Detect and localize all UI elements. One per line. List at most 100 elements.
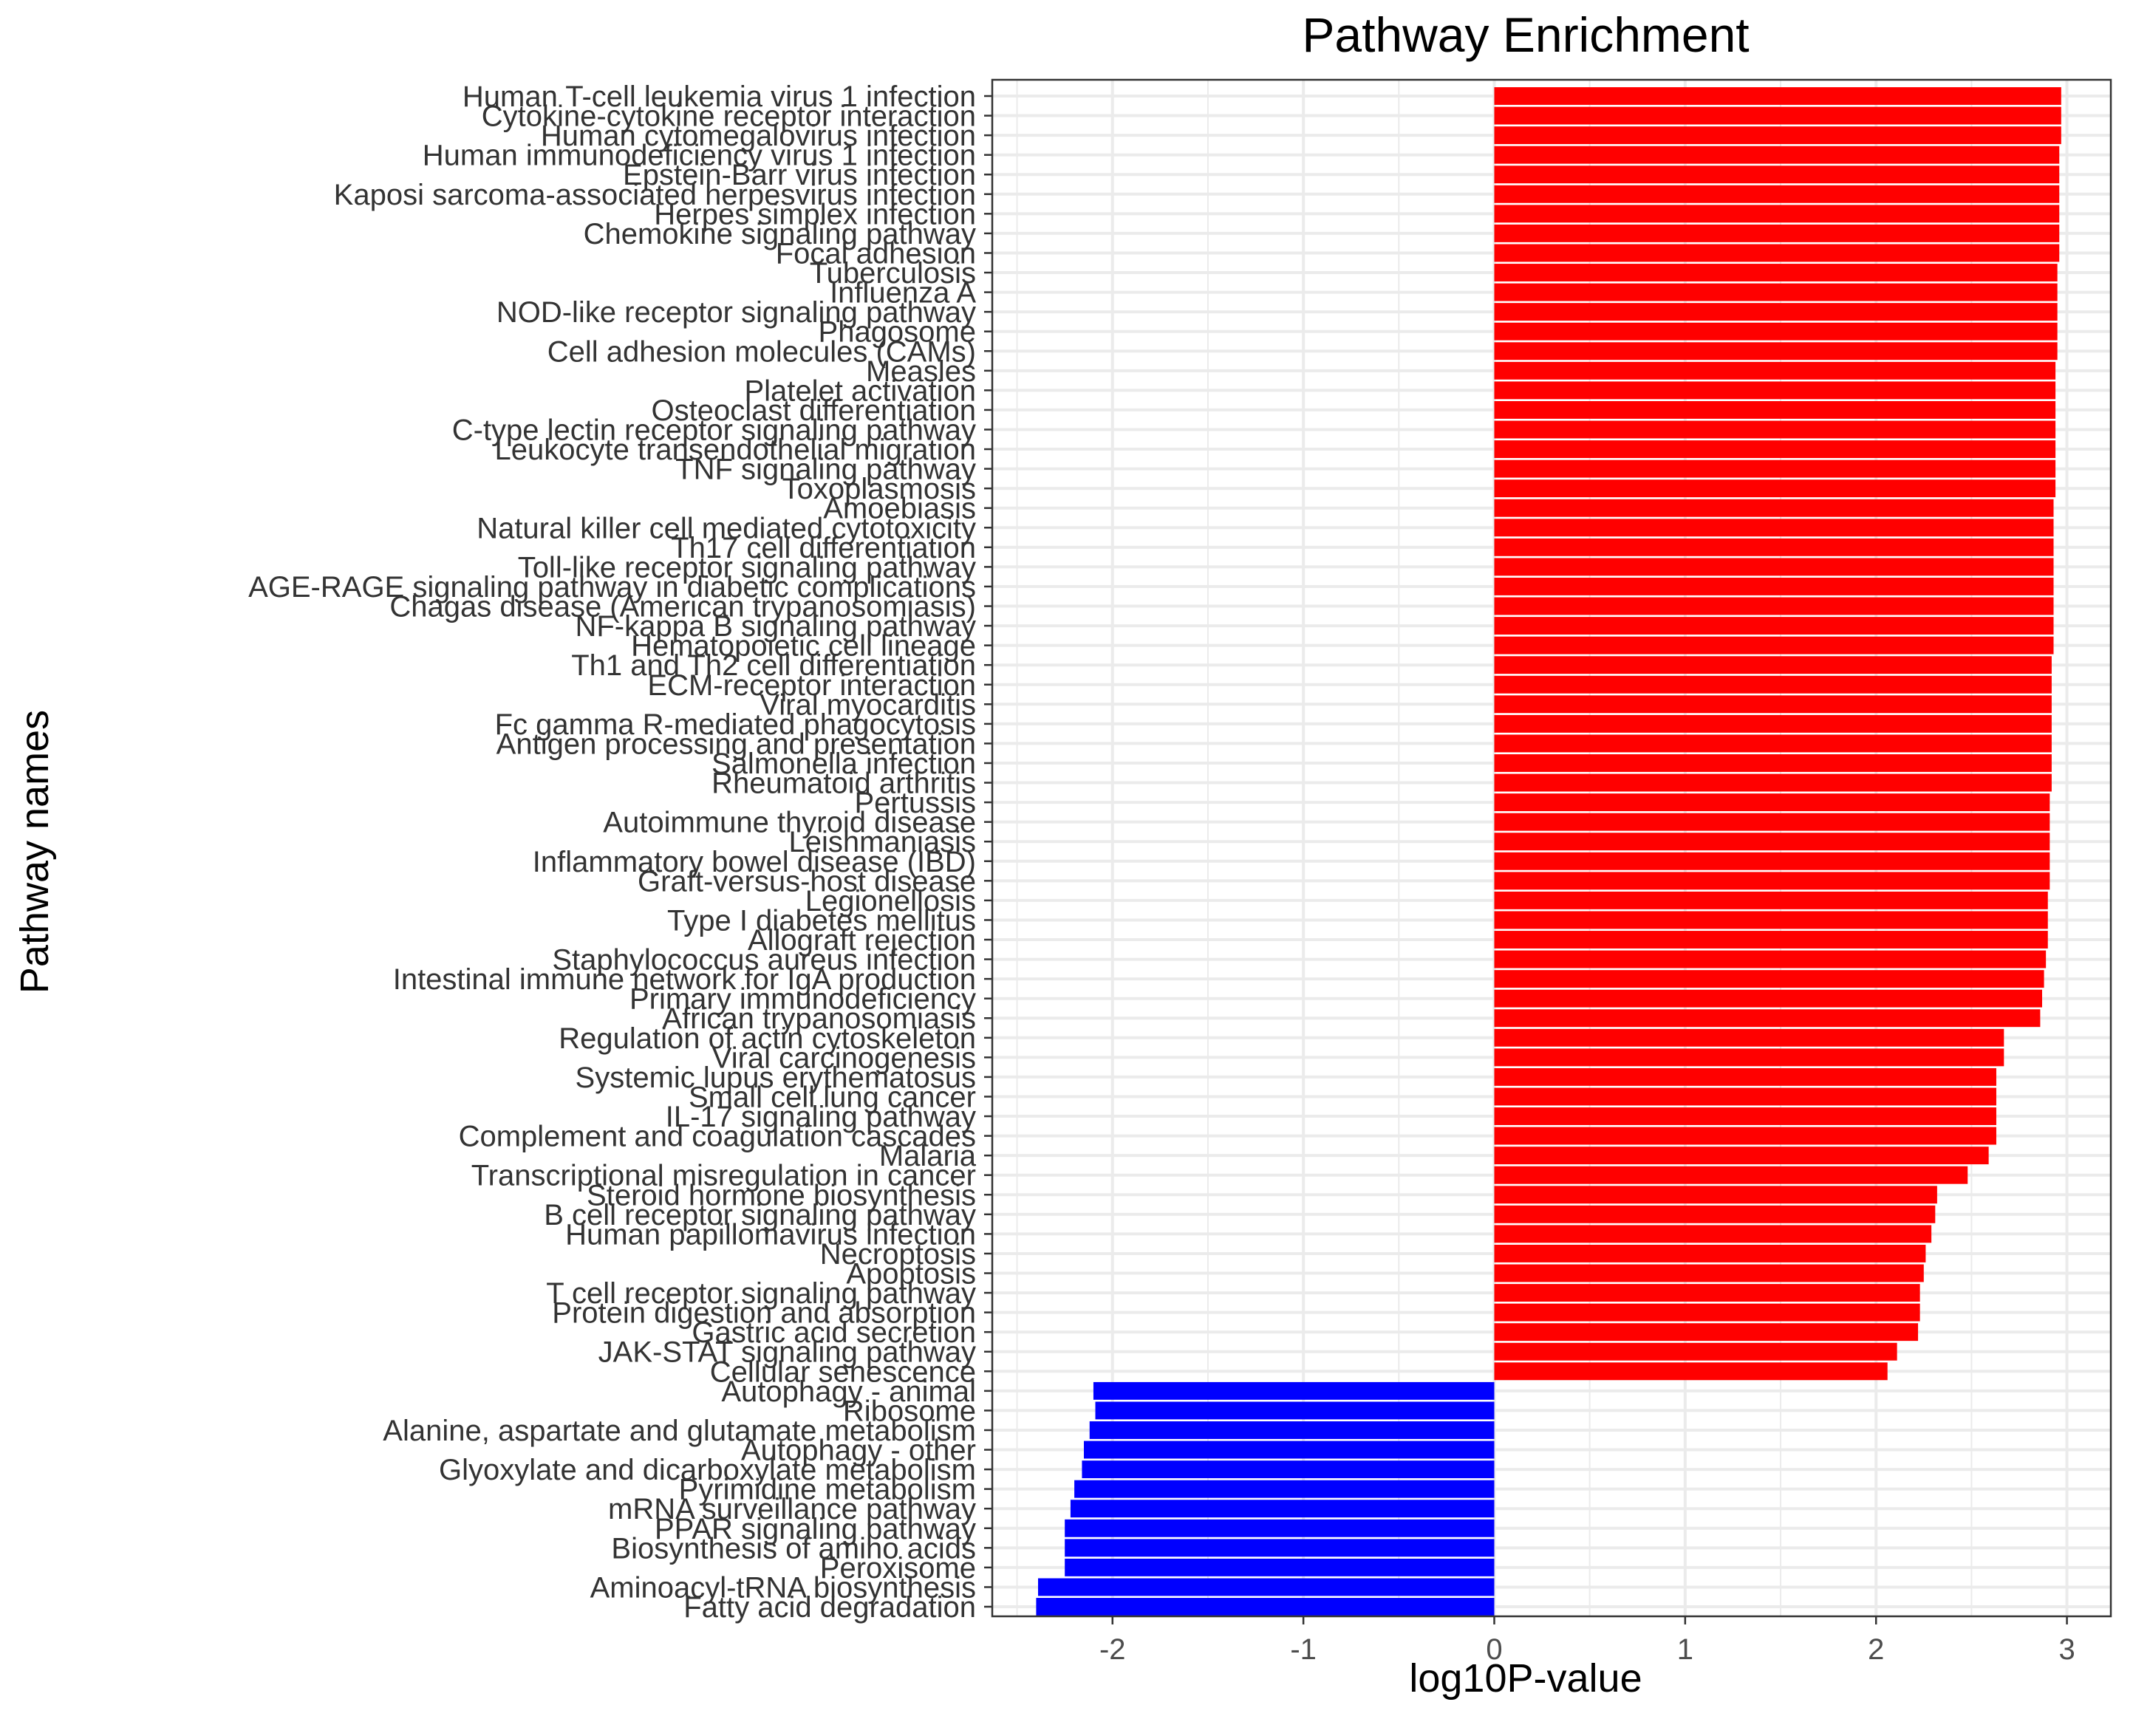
y-tick-label: TNF signaling pathway <box>675 454 976 486</box>
bar <box>1494 1048 2004 1067</box>
y-tick-label: Peroxisome <box>820 1552 976 1585</box>
y-tick-label: Amoebiasis <box>823 493 976 525</box>
bar <box>1494 1362 1888 1381</box>
bar <box>1494 342 2058 360</box>
bar <box>1494 578 2054 595</box>
bar <box>1038 1578 1495 1596</box>
bar <box>1494 773 2052 792</box>
y-tick-label: Protein digestion and absorption <box>552 1297 976 1330</box>
y-tick-label: Fc gamma R-mediated phagocytosis <box>495 708 976 741</box>
y-tick-label: Toxoplasmosis <box>782 473 976 505</box>
y-tick-label: Intestinal immune network for IgA produc… <box>393 963 976 996</box>
bar <box>1494 636 2054 655</box>
y-tick-label: Platelet activation <box>744 375 976 407</box>
bar <box>1036 1598 1495 1616</box>
y-tick-label: Antigen processing and presentation <box>496 728 976 760</box>
bar <box>1065 1558 1495 1576</box>
bar <box>1494 165 2060 184</box>
bar <box>1494 1225 1932 1243</box>
y-tick-label: Phagosome <box>819 316 976 349</box>
y-tick-label: Influenza A <box>830 277 976 310</box>
y-tick-label: Human papillomavirus infection <box>565 1218 976 1251</box>
bar <box>1494 244 2060 262</box>
bar <box>1494 400 2056 419</box>
bar <box>1494 695 2052 714</box>
bar <box>1494 499 2054 517</box>
y-tick-label: Transcriptional misregulation in cancer <box>471 1160 976 1192</box>
bar <box>1494 420 2056 439</box>
bar <box>1494 931 2048 949</box>
y-tick-label: B cell receptor signaling pathway <box>544 1199 976 1231</box>
y-tick-label: Alanine, aspartate and glutamate metabol… <box>383 1415 976 1447</box>
y-tick-label: Osteoclast differentiation <box>651 394 976 427</box>
bar <box>1494 126 2061 145</box>
bar <box>1494 1028 2004 1047</box>
y-tick-label: Natural killer cell mediated cytotoxicit… <box>477 512 976 544</box>
bar <box>1494 146 2060 164</box>
y-tick-label: Regulation of actin cytoskeleton <box>559 1022 976 1055</box>
y-tick-label: Viral carcinogenesis <box>712 1042 976 1074</box>
y-tick-label: JAK-STAT signaling pathway <box>598 1336 976 1369</box>
y-tick-label: Graft-versus-host disease <box>638 865 976 898</box>
y-tick-label: Human cytomegalovirus infection <box>541 120 976 152</box>
bar <box>1082 1460 1495 1479</box>
bar <box>1494 714 2052 733</box>
bar <box>1494 597 2054 615</box>
chart-title: Pathway Enrichment <box>1302 7 1749 62</box>
bar <box>1494 1342 1897 1361</box>
bar <box>1494 675 2052 694</box>
y-tick-label: Pertussis <box>855 787 977 819</box>
x-tick-label: 1 <box>1677 1633 1693 1666</box>
y-tick-label: Aminoacyl-tRNA biosynthesis <box>590 1571 976 1604</box>
bar <box>1070 1500 1495 1518</box>
y-tick-label: Focal adhesion <box>776 237 976 270</box>
bar <box>1494 1127 1996 1145</box>
y-tick-label: Legionellosis <box>805 885 976 917</box>
bar <box>1494 479 2056 498</box>
y-tick-label: Apoptosis <box>846 1258 976 1291</box>
y-tick-label: Systemic lupus erythematosus <box>576 1062 976 1094</box>
bar <box>1494 87 2061 105</box>
y-tick-label: Autophagy - animal <box>721 1376 976 1408</box>
bar <box>1093 1381 1495 1400</box>
x-tick-label: 0 <box>1486 1633 1502 1666</box>
bar <box>1494 224 2060 242</box>
y-tick-label: Kaposi sarcoma-associated herpesvirus in… <box>334 179 976 211</box>
y-tick-label: Viral myocarditis <box>760 688 976 721</box>
bar <box>1494 1087 1996 1106</box>
bar <box>1494 558 2054 576</box>
bar <box>1494 361 2056 380</box>
bar <box>1494 970 2044 988</box>
bar <box>1494 519 2054 537</box>
y-tick-label: Measles <box>866 355 976 388</box>
bar <box>1494 989 2042 1008</box>
bar <box>1084 1441 1495 1459</box>
y-tick-label: NF-kappa B signaling pathway <box>575 610 976 643</box>
y-tick-label: Cell adhesion molecules (CAMs) <box>547 335 976 368</box>
y-tick-label: Human T-cell leukemia virus 1 infection <box>463 81 976 113</box>
bar <box>1494 1264 1924 1282</box>
bar <box>1494 1166 1968 1184</box>
bar <box>1494 1067 1996 1086</box>
y-tick-label: mRNA surveillance pathway <box>608 1493 976 1525</box>
bar <box>1065 1519 1495 1537</box>
bar <box>1089 1421 1495 1439</box>
bar <box>1095 1401 1495 1420</box>
y-tick-label: Epstein-Barr virus infection <box>623 159 976 191</box>
y-tick-label: Th17 cell differentiation <box>671 532 976 564</box>
y-tick-label: African trypanosomiasis <box>662 1002 976 1035</box>
y-tick-label: AGE-RAGE signaling pathway in diabetic c… <box>248 571 976 604</box>
y-axis-title: Pathway names <box>13 710 57 994</box>
y-tick-label: Inflammatory bowel disease (IBD) <box>533 846 976 878</box>
bar <box>1494 1146 1989 1165</box>
y-tick-label: IL-17 signaling pathway <box>666 1101 976 1133</box>
bar <box>1494 1186 1937 1204</box>
y-tick-label: Fatty acid degradation <box>683 1591 976 1624</box>
bar <box>1494 538 2054 556</box>
y-tick-label: ECM-receptor interaction <box>647 669 976 702</box>
bar <box>1494 754 2052 772</box>
bar <box>1494 950 2047 968</box>
y-tick-label: C-type lectin receptor signaling pathway <box>452 414 976 446</box>
y-tick-label: Herpes simplex infection <box>654 198 976 230</box>
